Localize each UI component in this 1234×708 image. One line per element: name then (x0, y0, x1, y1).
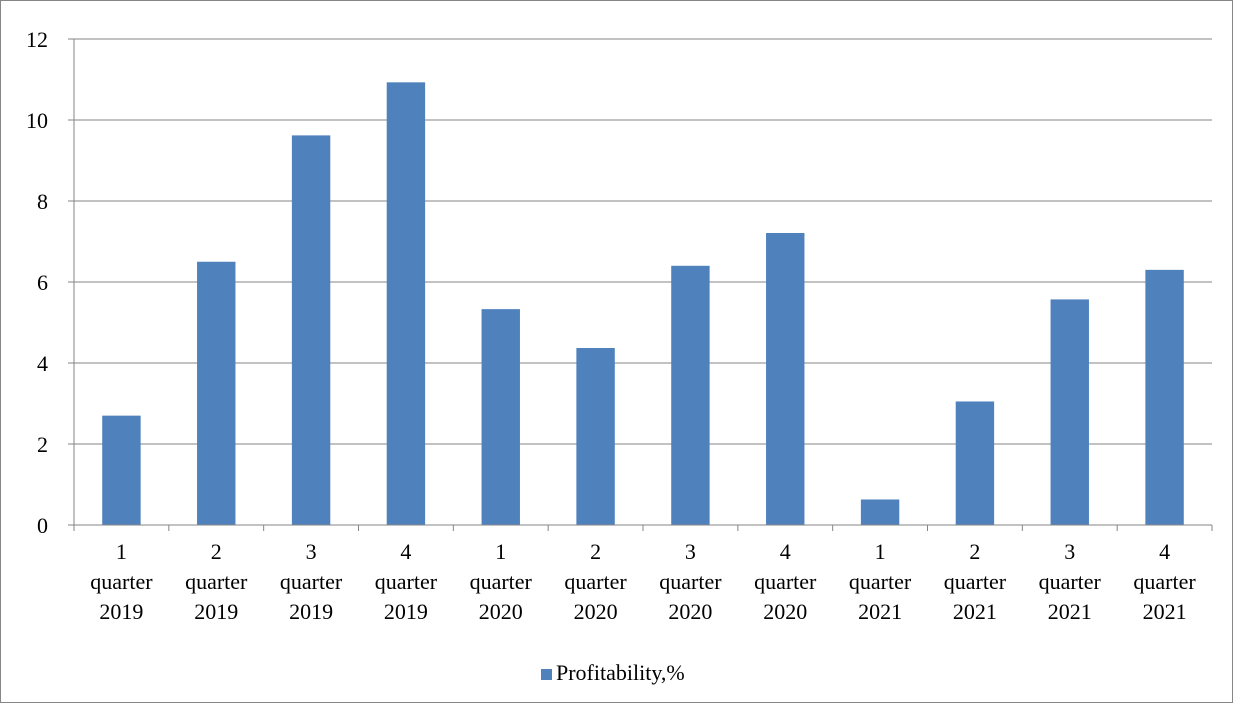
bar (481, 309, 520, 525)
x-tick-label: 3 quarter 2019 (280, 539, 343, 624)
x-tick-label-line: quarter (470, 569, 533, 594)
x-tick-label: 3 quarter 2020 (659, 539, 722, 624)
x-tick-label-line: 2021 (953, 599, 997, 624)
y-tick-label: 6 (37, 270, 48, 295)
x-tick-label-line: 1 (875, 539, 886, 564)
bar (1145, 269, 1184, 525)
x-tick-label-line: 2021 (1143, 599, 1187, 624)
x-tick-label-line: quarter (754, 569, 817, 594)
x-tick-label-line: 2020 (479, 599, 523, 624)
grid-lines (74, 38, 1212, 445)
bar (1050, 299, 1089, 525)
x-tick-label-line: 1 (495, 539, 506, 564)
x-tick-label-line: quarter (1133, 569, 1196, 594)
x-tick-label: 4 quarter 2019 (375, 539, 438, 624)
bar (671, 265, 710, 525)
x-tick-label-line: quarter (185, 569, 248, 594)
x-tick-label-line: 2019 (194, 599, 238, 624)
y-tick-label: 4 (37, 351, 48, 376)
x-tick-label-line: 1 (116, 539, 127, 564)
bar (955, 401, 995, 525)
x-tick-label-line: 2 (969, 539, 980, 564)
x-tick-label: 2 quarter 2020 (564, 539, 627, 624)
x-tick-label-line: 2019 (289, 599, 333, 624)
y-tick-label: 10 (26, 108, 48, 133)
bar (576, 348, 615, 525)
x-tick-label-line: 4 (1159, 539, 1170, 564)
x-tick-label-line: quarter (659, 569, 722, 594)
x-tick-label: 4 quarter 2020 (754, 539, 817, 624)
x-tick-label-line: 2020 (574, 599, 618, 624)
x-tick-label-line: 3 (1064, 539, 1075, 564)
x-tick-label-line: 2019 (99, 599, 143, 624)
x-tick-label-line: quarter (1039, 569, 1102, 594)
x-tick-label: 4 quarter 2021 (1133, 539, 1196, 624)
x-tick-label-line: quarter (564, 569, 627, 594)
y-tick-label: 12 (26, 27, 48, 52)
x-tick-label: 2 quarter 2021 (944, 539, 1007, 624)
bar (197, 261, 236, 525)
y-tick-label: 2 (37, 432, 48, 457)
bars (102, 82, 1184, 526)
y-axis-tick-labels: 0 2 4 6 8 10 12 (26, 27, 48, 538)
x-tick-label-line: 2021 (1048, 599, 1092, 624)
x-tick-label-line: 2021 (858, 599, 902, 624)
x-tick-label-line: quarter (375, 569, 438, 594)
x-tick-label-line: quarter (90, 569, 153, 594)
x-tick-label-line: 2020 (668, 599, 712, 624)
legend: Profitability,% (541, 660, 685, 685)
x-tick-label: 1 quarter 2019 (90, 539, 153, 624)
legend-label: Profitability,% (556, 660, 685, 685)
x-tick-label-line: 4 (400, 539, 411, 564)
x-tick-label-line: 2019 (384, 599, 428, 624)
x-tick-label-line: quarter (944, 569, 1007, 594)
axes (68, 38, 1213, 531)
y-tick-label: 8 (37, 189, 48, 214)
x-tick-label-line: 4 (780, 539, 791, 564)
x-tick-label: 1 quarter 2021 (849, 539, 912, 624)
x-axis-tick-labels: 1 quarter 2019 2 quarter 2019 3 quarter 2019 4 qua… (90, 539, 1196, 624)
bar (291, 135, 331, 525)
x-tick-label-line: 2 (590, 539, 601, 564)
bar (102, 415, 141, 525)
legend-swatch (541, 669, 552, 680)
x-tick-label-line: quarter (849, 569, 912, 594)
y-tick-label: 0 (37, 513, 48, 538)
bar (860, 499, 900, 525)
bar (766, 232, 805, 525)
x-tick-label-line: 2 (211, 539, 222, 564)
x-tick-label-line: 2020 (763, 599, 807, 624)
bar (386, 82, 426, 526)
x-tick-label: 3 quarter 2021 (1039, 539, 1102, 624)
x-tick-label: 1 quarter 2020 (470, 539, 533, 624)
x-tick-label: 2 quarter 2019 (185, 539, 248, 624)
x-tick-label-line: 3 (306, 539, 317, 564)
x-tick-label-line: 3 (685, 539, 696, 564)
x-tick-label-line: quarter (280, 569, 343, 594)
